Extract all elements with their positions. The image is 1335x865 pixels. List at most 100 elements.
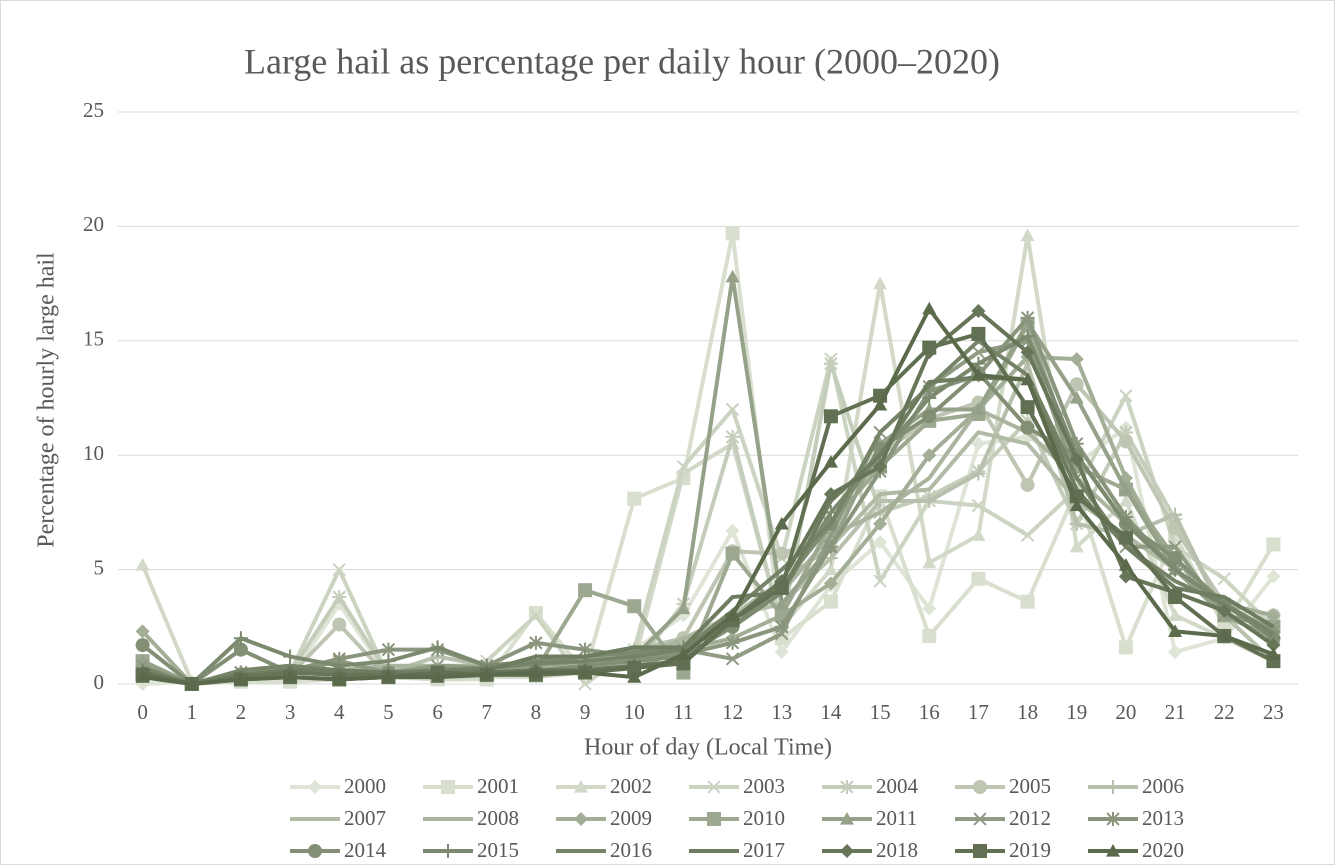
point-marker <box>823 487 838 502</box>
legend-label: 2010 <box>743 806 785 830</box>
point-marker <box>135 558 150 571</box>
point-marker <box>1168 608 1183 621</box>
point-marker <box>1266 608 1281 623</box>
point-marker <box>823 562 838 576</box>
point-marker <box>1118 530 1133 545</box>
point-marker <box>627 599 642 614</box>
x-tick-label: 17 <box>968 700 989 724</box>
point-marker <box>1069 452 1084 467</box>
point-marker <box>922 601 937 616</box>
point-marker <box>1168 562 1183 577</box>
point-marker <box>823 455 838 468</box>
legend-label: 2012 <box>1009 806 1051 830</box>
point-marker <box>971 528 986 541</box>
point-marker <box>676 601 691 615</box>
point-marker <box>774 580 789 595</box>
y-tick-label: 15 <box>83 327 104 351</box>
point-marker <box>971 326 986 341</box>
legend-label: 2014 <box>344 838 387 862</box>
point-marker <box>922 340 937 355</box>
legend-marker <box>1106 812 1120 826</box>
point-marker <box>283 649 298 664</box>
point-marker <box>676 459 691 474</box>
legend-label: 2005 <box>1009 774 1051 798</box>
point-marker <box>1118 434 1133 449</box>
point-marker <box>774 516 789 530</box>
legend-label: 2015 <box>477 838 519 862</box>
series-line <box>142 315 1275 686</box>
legend-label: 2018 <box>876 838 918 862</box>
point-marker <box>332 562 346 577</box>
point-marker <box>1266 537 1281 552</box>
point-marker <box>873 397 888 411</box>
point-marker <box>1020 420 1035 435</box>
point-marker <box>1069 377 1084 392</box>
series-line <box>142 375 1275 686</box>
point-marker <box>1020 310 1035 325</box>
point-marker <box>774 596 789 610</box>
legend-marker <box>840 844 854 858</box>
point-marker <box>381 642 396 657</box>
point-marker <box>135 670 150 683</box>
point-marker <box>233 631 248 646</box>
point-marker <box>823 409 838 424</box>
point-marker <box>1020 228 1035 242</box>
point-marker <box>971 571 986 586</box>
legend-label: 2000 <box>344 774 386 798</box>
x-tick-label: 2 <box>236 700 247 724</box>
x-tick-label: 8 <box>531 700 542 724</box>
point-marker <box>627 491 642 506</box>
legend-label: 2019 <box>1009 838 1051 862</box>
x-tick-label: 12 <box>722 700 743 724</box>
point-marker <box>1118 640 1133 655</box>
point-marker <box>1168 624 1183 637</box>
legend-label: 2020 <box>1142 838 1184 862</box>
legend-label: 2017 <box>743 838 785 862</box>
y-tick-label: 0 <box>94 670 105 694</box>
point-marker <box>1069 352 1084 367</box>
point-marker <box>528 635 543 650</box>
point-marker <box>774 644 789 659</box>
y-tick-label: 20 <box>83 212 104 236</box>
point-marker <box>922 301 937 315</box>
point-marker <box>725 226 740 241</box>
x-tick-label: 9 <box>580 700 591 724</box>
point-marker <box>1069 516 1084 531</box>
point-marker <box>578 665 593 679</box>
point-marker <box>676 647 691 660</box>
point-marker <box>1020 477 1035 492</box>
point-marker <box>135 638 150 653</box>
point-marker <box>1119 389 1133 403</box>
point-marker <box>1020 594 1035 609</box>
point-marker <box>578 677 592 691</box>
point-marker <box>1168 507 1183 522</box>
point-marker <box>922 555 937 569</box>
point-marker <box>725 269 740 283</box>
legend-marker <box>1106 780 1120 794</box>
legend-marker <box>840 780 854 794</box>
point-marker <box>627 660 642 675</box>
x-tick-label: 0 <box>137 700 148 724</box>
legend-label: 2006 <box>1142 774 1184 798</box>
point-marker <box>971 466 986 481</box>
x-tick-label: 14 <box>820 700 842 724</box>
legend-label: 2016 <box>610 838 652 862</box>
point-marker <box>823 539 838 554</box>
point-marker <box>971 436 986 451</box>
point-marker <box>725 523 740 538</box>
point-marker <box>233 672 248 686</box>
y-tick-label: 25 <box>83 98 104 122</box>
point-marker <box>430 670 445 683</box>
legend-label: 2011 <box>876 806 917 830</box>
point-marker <box>1069 539 1084 553</box>
point-marker <box>627 670 642 683</box>
point-marker <box>1168 551 1183 566</box>
point-marker <box>922 391 937 405</box>
point-marker <box>1020 372 1035 386</box>
x-tick-label: 23 <box>1263 700 1284 724</box>
point-marker <box>1217 603 1232 618</box>
x-tick-label: 20 <box>1115 700 1136 724</box>
point-marker <box>922 448 937 463</box>
